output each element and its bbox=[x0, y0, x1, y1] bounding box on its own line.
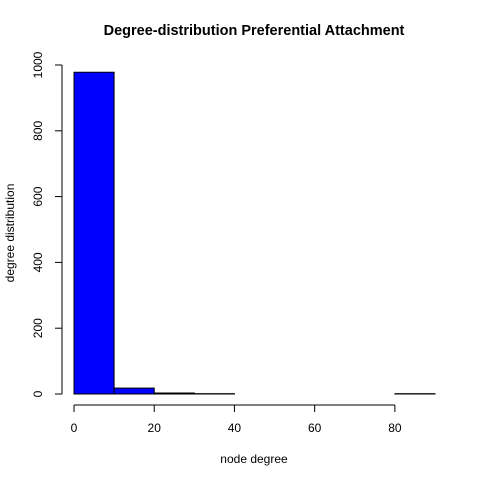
y-tick-label: 400 bbox=[31, 252, 45, 272]
y-tick-label: 800 bbox=[31, 120, 45, 140]
y-tick-label: 200 bbox=[31, 318, 45, 338]
y-axis-label: degree distribution bbox=[3, 184, 17, 283]
x-tick-label: 20 bbox=[148, 421, 162, 435]
y-axis: 0 200 400 600 800 1000 bbox=[31, 51, 62, 397]
x-tick-label: 40 bbox=[228, 421, 242, 435]
y-tick-label: 0 bbox=[31, 390, 45, 397]
x-tick-label: 80 bbox=[388, 421, 402, 435]
histogram-bar bbox=[114, 388, 154, 394]
histogram-bar bbox=[154, 393, 194, 394]
chart-title: Degree-distribution Preferential Attachm… bbox=[104, 23, 405, 39]
bars-group bbox=[74, 72, 435, 394]
y-tick-label: 1000 bbox=[31, 51, 45, 78]
y-tick-label: 600 bbox=[31, 186, 45, 206]
x-tick-label: 60 bbox=[308, 421, 322, 435]
x-tick-label: 0 bbox=[71, 421, 78, 435]
x-axis-label: node degree bbox=[220, 452, 288, 466]
histogram-bar bbox=[74, 72, 114, 394]
x-axis: 0 20 40 60 80 bbox=[71, 405, 402, 435]
